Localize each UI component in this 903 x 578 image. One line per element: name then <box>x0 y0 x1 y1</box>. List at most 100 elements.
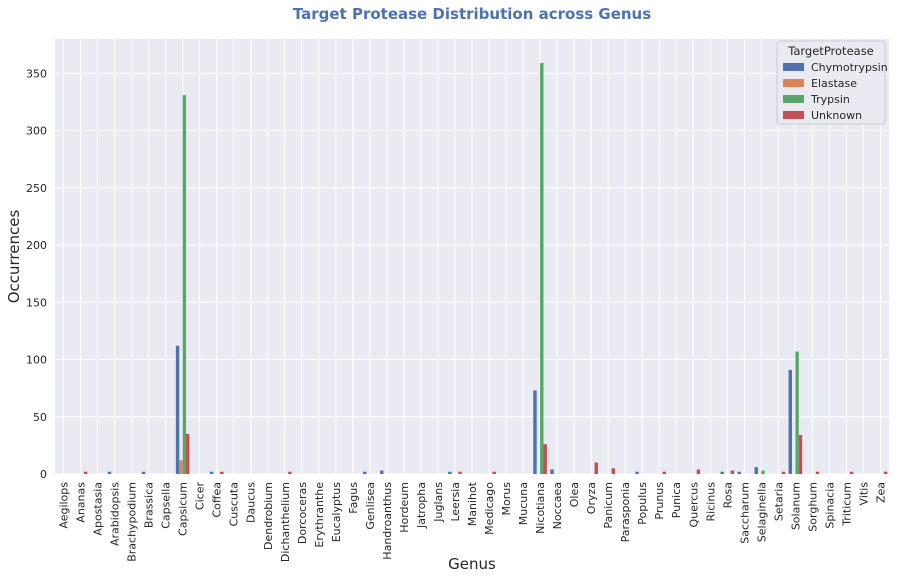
x-tick-label: Nicotiana <box>534 482 547 534</box>
bar-unknown-coffea <box>220 471 224 474</box>
bar-chymotrypsin-genlisea <box>363 471 367 474</box>
x-tick-label: Juglans <box>432 482 445 523</box>
x-tick-label: Brassica <box>143 482 156 528</box>
y-axis-label: Occurrences <box>5 210 23 304</box>
legend: TargetProtease Chymotrypsin Elastase Tryps… <box>776 40 888 125</box>
x-tick-label: Morus <box>500 482 513 516</box>
bar-unknown-ananas <box>83 471 88 474</box>
x-tick-label: Medicago <box>483 482 496 535</box>
x-tick-label: Brachypodium <box>126 482 139 562</box>
bar-unknown-sorghum <box>815 471 820 474</box>
bar-unknown-triticum <box>849 471 854 474</box>
x-tick-label: Cuscuta <box>228 482 241 526</box>
x-tick-label: Coffea <box>211 482 224 518</box>
y-tick-label: 300 <box>26 125 47 138</box>
legend-title: TargetProtease <box>787 44 874 58</box>
bar-chymotrypsin-solanum <box>788 369 792 474</box>
x-tick-label: Triticum <box>840 482 853 527</box>
x-tick-label: Dichanthelium <box>279 482 292 562</box>
x-tick-label: Punica <box>670 482 683 518</box>
x-tick-label: Panicum <box>602 482 615 529</box>
legend-swatch-unknown <box>783 111 804 119</box>
x-tick-label: Dendrobium <box>262 482 275 550</box>
x-tick-label: Manihot <box>466 481 479 526</box>
bar-chymotrypsin-saccharum <box>737 471 741 474</box>
x-tick-label: Olea <box>568 482 581 507</box>
bar-chymotrypsin-noccaea <box>550 469 554 474</box>
bar-trypsin-nicotiana <box>540 63 544 474</box>
x-tick-label: Spinacia <box>823 482 836 529</box>
bar-unknown-zea <box>883 471 888 474</box>
grid-lines <box>55 39 889 475</box>
bar-chymotrypsin-capsicum <box>175 345 180 474</box>
y-tick-label: 200 <box>26 239 47 252</box>
x-tick-label: Quercus <box>687 482 700 528</box>
x-tick-label: Aegilops <box>58 482 71 529</box>
x-tick-label: Solanum <box>789 482 802 530</box>
legend-label-elastase: Elastase <box>811 77 857 90</box>
bar-unknown-solanum <box>798 435 803 474</box>
x-tick-label: Saccharum <box>738 482 751 544</box>
y-tick-label: 50 <box>33 411 47 424</box>
y-tick-labels: 0 50 100 150 200 250 300 350 <box>26 67 47 481</box>
x-tick-label: Ricinus <box>704 482 717 522</box>
x-tick-label: Zea <box>874 482 887 503</box>
bar-chymotrypsin-rosa <box>720 471 724 474</box>
x-tick-label: Oryza <box>585 482 598 514</box>
bar-unknown-leersia <box>458 471 462 474</box>
x-tick-label: Leersia <box>449 482 462 522</box>
bar-unknown-setaria <box>781 471 786 474</box>
x-tick-label: Prunus <box>653 482 666 520</box>
bar-trypsin-selaginella <box>761 470 765 474</box>
x-tick-label: Rosa <box>721 482 734 508</box>
bar-unknown-panicum <box>611 468 615 474</box>
bar-chymotrypsin-nicotiana <box>533 390 537 474</box>
x-tick-label: Cicer <box>194 482 207 511</box>
x-tick-label: Mucuna <box>517 482 530 525</box>
bar-chymotrypsin-selaginella <box>754 467 758 474</box>
x-tick-label: Daucus <box>245 482 258 523</box>
x-tick-label: Hordeum <box>398 482 411 533</box>
x-tick-label: Apostasia <box>92 482 105 536</box>
bar-unknown-quercus <box>696 469 701 474</box>
x-axis-label: Genus <box>448 555 496 573</box>
x-tick-label: Genlisea <box>364 482 377 530</box>
x-tick-label: Jatropha <box>415 482 428 529</box>
y-tick-label: 250 <box>26 182 47 195</box>
bar-chymotrypsin-coffea <box>209 471 214 474</box>
legend-label-unknown: Unknown <box>811 109 862 122</box>
x-tick-label: Setaria <box>772 482 785 521</box>
x-tick-label: Parasponia <box>619 482 632 542</box>
x-tick-label: Eucalyptus <box>330 482 343 543</box>
x-tick-label: Ananas <box>75 482 88 523</box>
bar-unknown-capsicum <box>186 433 190 474</box>
bar-chymotrypsin-populus <box>635 471 639 474</box>
x-tick-label: Selaginella <box>755 482 768 542</box>
bar-chymotrypsin-brassica <box>141 471 146 474</box>
x-tick-label: Arabidopsis <box>109 482 122 546</box>
bar-unknown-prunus <box>662 471 667 474</box>
bar-elastase-capsicum <box>179 460 183 474</box>
x-tick-label: Fagus <box>347 482 360 514</box>
legend-label-trypsin: Trypsin <box>810 93 850 106</box>
x-tick-label: Erythranthe <box>313 482 326 548</box>
y-tick-label: 0 <box>40 468 47 481</box>
bar-trypsin-capsicum <box>182 95 187 474</box>
chart-title: Target Protease Distribution across Genu… <box>293 5 651 23</box>
bar-chymotrypsin-handroanthus <box>380 470 384 474</box>
bar-unknown-medicago <box>492 471 496 474</box>
x-tick-labels: Aegilops Ananas Apostasia Arabidopsis Brachy… <box>58 481 888 562</box>
bar-unknown-rosa <box>730 470 735 474</box>
bar-unknown-nicotiana <box>543 444 547 474</box>
x-tick-label: Vitis <box>857 482 870 506</box>
bar-trypsin-solanum <box>795 351 799 474</box>
bar-unknown-oryza <box>594 462 598 474</box>
x-tick-label: Noccaea <box>551 482 564 529</box>
x-tick-label: Populus <box>636 482 649 525</box>
x-tick-label: Dorcoceras <box>296 482 309 544</box>
x-tick-label: Sorghum <box>806 482 819 532</box>
x-tick-label: Capsella <box>160 482 173 529</box>
legend-swatch-elastase <box>783 79 804 87</box>
bar-chymotrypsin-leersia <box>448 471 452 474</box>
